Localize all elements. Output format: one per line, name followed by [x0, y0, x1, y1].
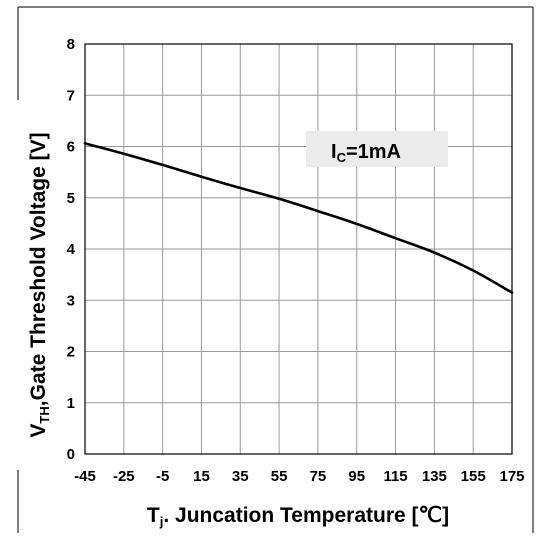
- x-tick-label: 75: [310, 468, 327, 485]
- annotation-text: IC=1mA: [331, 141, 401, 165]
- y-tick-label: 2: [67, 344, 75, 361]
- y-tick-label: 1: [67, 395, 75, 412]
- annotation-box: IC=1mA: [306, 131, 448, 167]
- y-tick-label: 0: [67, 446, 75, 463]
- x-tick-label: -45: [74, 468, 96, 485]
- y-tick-label: 5: [67, 190, 75, 207]
- y-tick-label: 6: [67, 139, 75, 156]
- x-axis-label: Tj. Juncation Temperature [℃]: [147, 504, 449, 529]
- x-tick-label: 115: [383, 468, 407, 485]
- plot-area: [84, 43, 513, 455]
- x-tick-label: 55: [271, 468, 288, 485]
- y-tick-label: 3: [67, 292, 75, 309]
- y-tick-label: 4: [67, 241, 76, 258]
- annotation-background: [306, 131, 448, 167]
- series-layer: [83, 142, 514, 294]
- y-tick-label: 7: [67, 87, 75, 104]
- x-tick-label: -25: [113, 468, 135, 485]
- y-tick-labels: 0 1 2 3 4 5 6 7 8: [67, 36, 76, 463]
- x-tick-label: -5: [156, 468, 169, 485]
- x-tick-label: 95: [348, 468, 365, 485]
- y-axis-label: VTH,Gate Threshold Voltage [V]: [27, 132, 52, 437]
- x-tick-label: 155: [461, 468, 486, 485]
- y-tick-label: 8: [67, 36, 75, 53]
- x-tick-label: 135: [422, 468, 447, 485]
- grid: [85, 44, 512, 454]
- x-tick-label: 15: [193, 468, 210, 485]
- x-tick-label: 35: [232, 468, 249, 485]
- series-line: [83, 142, 514, 294]
- x-tick-label: 175: [499, 468, 524, 485]
- x-tick-labels: -45 -25 -5 15 35 55 75 95 115 135 155 175: [74, 468, 524, 485]
